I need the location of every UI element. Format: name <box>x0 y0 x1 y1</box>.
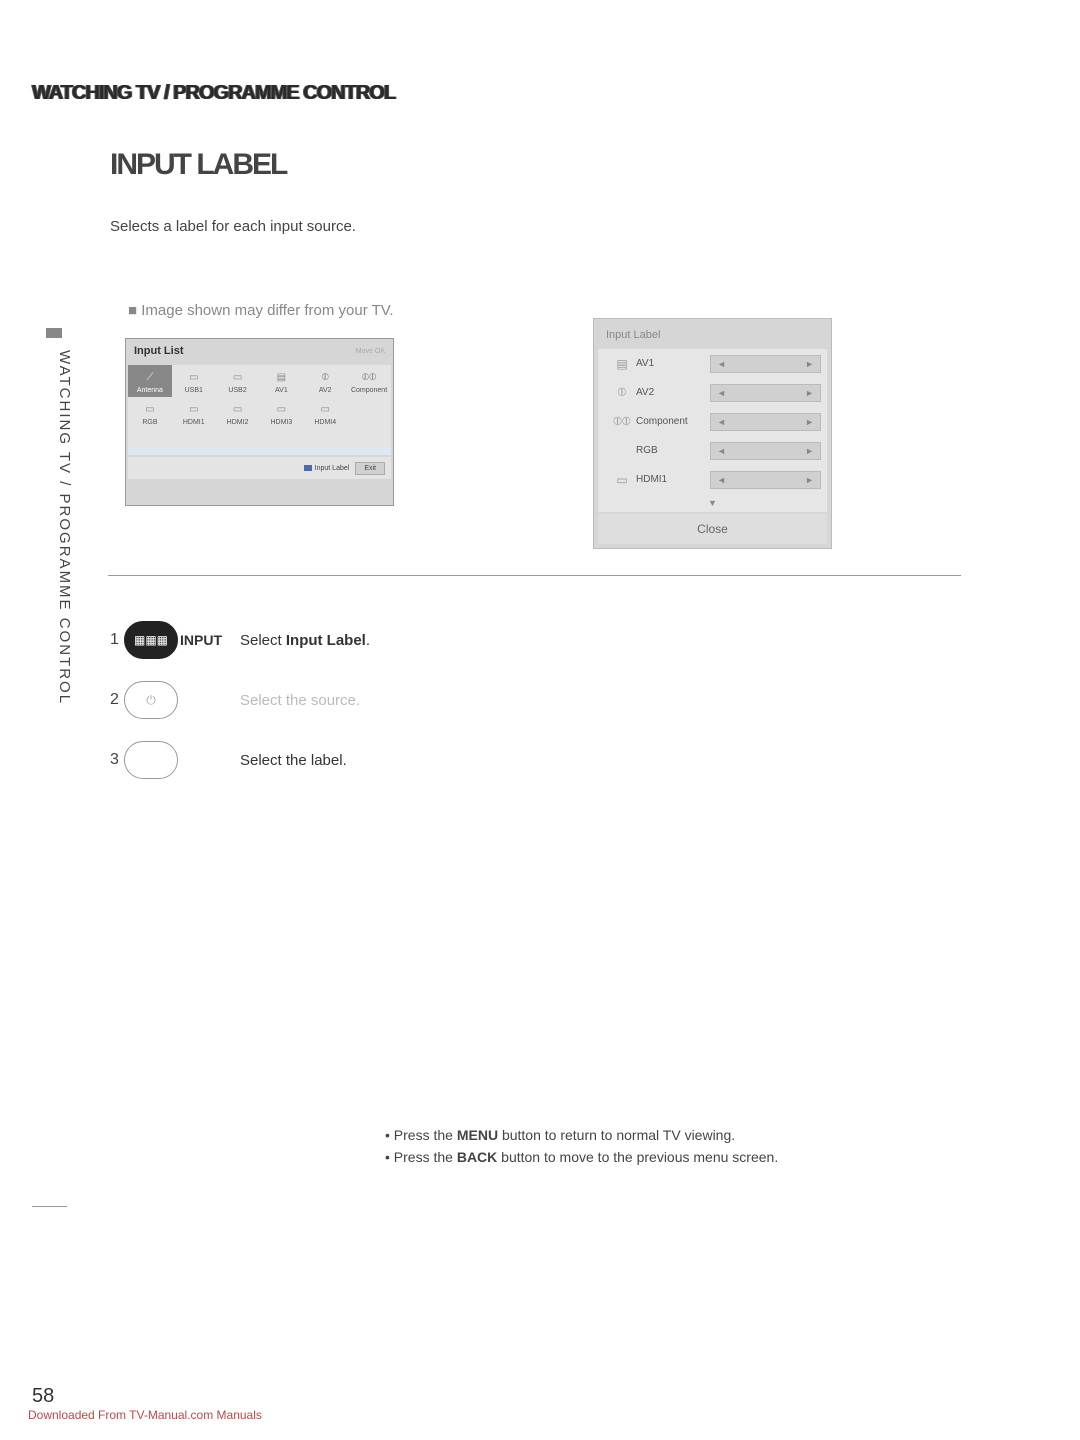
hdmi2-label: HDMI2 <box>216 419 260 426</box>
label-row-av1[interactable]: ▤ AV1 ◄ ► <box>598 349 827 378</box>
usb2-label: USB2 <box>216 387 260 394</box>
rgb-label: RGB <box>128 419 172 426</box>
label-row-hdmi1[interactable]: ▭ HDMI1 ◄ ► <box>598 465 827 494</box>
hdmi-icon: ▭ <box>268 401 294 417</box>
divider <box>108 575 961 576</box>
exit-button[interactable]: Exit <box>355 462 385 475</box>
hdmi3-label: HDMI3 <box>259 419 303 426</box>
antenna-icon: ⟋ <box>137 369 163 385</box>
page-footer-line <box>32 1206 67 1207</box>
input-component[interactable]: ⦶⦶ Component <box>347 365 391 397</box>
input-rgb[interactable]: ▭ RGB <box>128 397 172 429</box>
footer-input-label[interactable]: Input Label <box>304 465 350 472</box>
scart-icon: ▤ <box>608 357 636 371</box>
step-2-text: Select the source. <box>240 692 360 709</box>
arrow-left-icon[interactable]: ◄ <box>717 359 726 369</box>
arrow-left-icon[interactable]: ◄ <box>717 475 726 485</box>
scart-icon: ▤ <box>268 369 294 385</box>
av-icon: ⦶ <box>608 385 636 400</box>
arrow-left-icon[interactable]: ◄ <box>717 417 726 427</box>
arrow-right-icon[interactable]: ► <box>805 417 814 427</box>
ok-hint: OK <box>375 348 385 355</box>
arrow-left-icon[interactable]: ◄ <box>717 446 726 456</box>
input-hdmi1[interactable]: ▭ HDMI1 <box>172 397 216 429</box>
usb-icon: ▭ <box>181 369 207 385</box>
move-hint: Move <box>356 348 373 355</box>
input-av1[interactable]: ▤ AV1 <box>259 365 303 397</box>
av2-name: AV2 <box>636 387 710 398</box>
chapter-header: WATCHING TV / PROGRAMME CONTROL <box>32 82 395 105</box>
input-list-title: Input List <box>134 345 184 357</box>
nav-down-icon[interactable]: ▼ <box>598 494 827 512</box>
arrow-right-icon[interactable]: ► <box>805 388 814 398</box>
av-icon: ⦶ <box>312 369 338 385</box>
close-button[interactable]: Close <box>598 514 827 544</box>
label-row-av2[interactable]: ⦶ AV2 ◄ ► <box>598 378 827 407</box>
av1-label: AV1 <box>259 387 303 394</box>
input-usb1[interactable]: ▭ USB1 <box>172 365 216 397</box>
arrow-right-icon[interactable]: ► <box>805 359 814 369</box>
hdmi-icon: ▭ <box>181 401 207 417</box>
step-1-number: 1 <box>110 631 124 649</box>
hdmi-icon: ▭ <box>608 473 636 487</box>
blue-button-icon <box>304 465 312 471</box>
av2-label: AV2 <box>303 387 347 394</box>
arrow-left-icon[interactable]: ◄ <box>717 388 726 398</box>
step-3-text: Select the label. <box>240 752 347 769</box>
component-icon: ⦶⦶ <box>608 414 636 429</box>
hdmi-icon: ▭ <box>312 401 338 417</box>
av2-selector[interactable]: ◄ ► <box>710 384 821 402</box>
sidebar-marker <box>46 328 62 338</box>
usb-icon: ▭ <box>225 369 251 385</box>
input-hdmi4[interactable]: ▭ HDMI4 <box>303 397 347 429</box>
av1-selector[interactable]: ◄ ► <box>710 355 821 373</box>
input-usb2[interactable]: ▭ USB2 <box>216 365 260 397</box>
hdmi1-selector[interactable]: ◄ ► <box>710 471 821 489</box>
arrow-right-icon[interactable]: ► <box>805 446 814 456</box>
intro-text: Selects a label for each input source. <box>110 218 356 235</box>
input-list-panel: Input List Move OK ⟋ Antenna ▭ USB1 ▭ US… <box>125 338 394 506</box>
page-title: INPUT LABEL <box>110 148 286 182</box>
step-2-number: 2 <box>110 691 124 709</box>
nav-remote-button <box>124 741 178 779</box>
page-number: 58 <box>32 1385 54 1408</box>
av1-name: AV1 <box>636 358 710 369</box>
component-name: Component <box>636 416 710 427</box>
hdmi-icon: ▭ <box>225 401 251 417</box>
arrow-right-icon[interactable]: ► <box>805 475 814 485</box>
label-panel-title: Input Label <box>598 323 827 349</box>
download-source: Downloaded From TV-Manual.com Manuals <box>28 1408 262 1422</box>
input-hdmi2[interactable]: ▭ HDMI2 <box>216 397 260 429</box>
input-button-label: INPUT <box>180 632 200 648</box>
input-label-panel: Input Label ▤ AV1 ◄ ► ⦶ AV2 ◄ ► ⦶⦶ Compo… <box>593 318 832 549</box>
sidebar-chapter-label: WATCHING TV / PROGRAMME CONTROL <box>56 350 73 705</box>
component-icon: ⦶⦶ <box>356 369 382 385</box>
input-empty <box>347 397 391 429</box>
input-hdmi3[interactable]: ▭ HDMI3 <box>259 397 303 429</box>
rgb-name: RGB <box>636 445 710 456</box>
input-label-text: Input Label <box>315 465 350 472</box>
component-selector[interactable]: ◄ ► <box>710 413 821 431</box>
label-row-component[interactable]: ⦶⦶ Component ◄ ► <box>598 407 827 436</box>
footer-notes: • Press the MENU button to return to nor… <box>385 1127 778 1171</box>
rgb-icon: ▭ <box>137 401 163 417</box>
usb1-label: USB1 <box>172 387 216 394</box>
step-3-number: 3 <box>110 751 124 769</box>
step-1-text: Select Input Label. <box>240 632 370 649</box>
blue-bar <box>128 447 391 455</box>
input-antenna[interactable]: ⟋ Antenna <box>128 365 172 397</box>
rgb-selector[interactable]: ◄ ► <box>710 442 821 460</box>
hdmi4-label: HDMI4 <box>303 419 347 426</box>
hdmi1-name: HDMI1 <box>636 474 710 485</box>
component-label: Component <box>347 387 391 394</box>
label-row-rgb[interactable]: RGB ◄ ► <box>598 436 827 465</box>
ok-remote-button: ⏻ <box>124 681 178 719</box>
antenna-label: Antenna <box>128 387 172 394</box>
input-remote-button: ▦▦▦ <box>124 621 178 659</box>
input-av2[interactable]: ⦶ AV2 <box>303 365 347 397</box>
image-note: ■ Image shown may differ from your TV. <box>128 302 394 319</box>
hdmi1-label: HDMI1 <box>172 419 216 426</box>
